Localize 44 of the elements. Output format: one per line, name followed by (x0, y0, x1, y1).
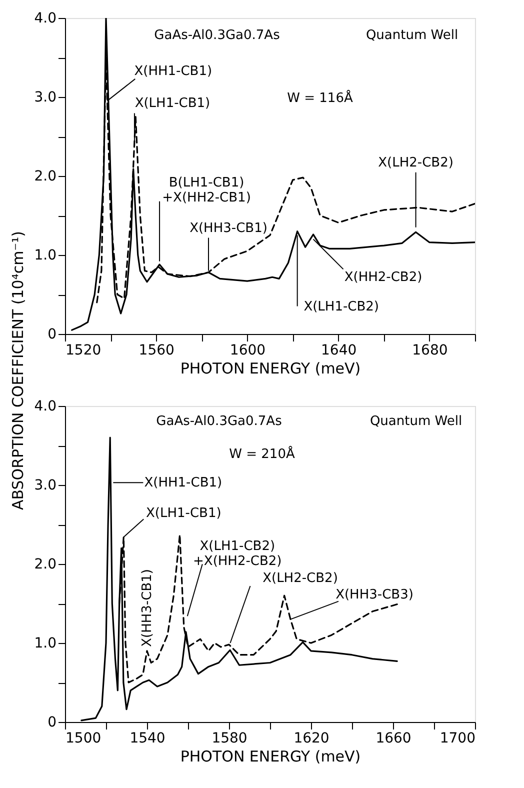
annotation: X(LH1-CB2) (304, 299, 379, 314)
x-axis-title: PHOTON ENERGY (meV) (180, 748, 361, 766)
annotation: GaAs-Al0.3Ga0.7As (154, 28, 280, 43)
annotation: X(LH2-CB2) (378, 155, 454, 170)
y-tick-label: 0 (48, 714, 56, 730)
annotation: GaAs-Al0.3Ga0.7As (156, 414, 282, 429)
annotation: B(LH1-CB1) +X(HH2-CB1) (162, 175, 251, 206)
x-axis-title: PHOTON ENERGY (meV) (180, 360, 361, 378)
annotation: X(LH1-CB1) (134, 96, 210, 112)
x-tick-label: 1500 (66, 730, 102, 746)
y-tick-label: 4.0 (34, 10, 56, 26)
annotation: X(HH3-CB1) (140, 569, 155, 647)
x-tick-label: 1660 (376, 730, 412, 746)
y-axis-title: ABSORPTION COEFFICIENT (10⁴cm⁻¹) (9, 230, 28, 510)
x-tick-label: 1560 (138, 342, 174, 358)
annotation: X(LH2-CB2) (262, 571, 338, 586)
y-tick-label: 0 (48, 326, 56, 342)
annotation: W = 116Å (287, 89, 353, 106)
y-tick-label: 1.0 (34, 248, 56, 264)
x-tick-label: 1520 (66, 342, 102, 358)
x-tick-label: 1700 (440, 730, 476, 746)
annotation: Quantum Well (370, 414, 462, 429)
annotation: X(LH1-CB1) (146, 506, 222, 522)
annotation: X(HH2-CB2) (344, 270, 422, 286)
annotation: Quantum Well (366, 28, 458, 43)
x-tick-label: 1620 (294, 730, 330, 746)
y-tick-label: 3.0 (34, 90, 56, 106)
x-tick-label: 1600 (230, 342, 266, 358)
x-tick-label: 1580 (212, 730, 248, 746)
annotation: X(HH1-CB1) (134, 64, 212, 79)
annotation: X(LH1-CB2) +X(HH2-CB2) (193, 539, 282, 570)
annotation: W = 210Å (229, 445, 295, 462)
annotation: X(HH3-CB3) (336, 587, 414, 602)
x-tick-label: 1540 (130, 730, 166, 746)
x-tick-label: 1640 (321, 342, 357, 358)
x-tick-label: 1680 (412, 342, 448, 358)
annotation: X(HH1-CB1) (144, 476, 222, 491)
y-tick-label: 1.0 (34, 636, 56, 652)
annotation: X(HH3-CB1) (190, 220, 268, 236)
y-tick-label: 2.0 (34, 556, 56, 572)
line-series (71, 18, 475, 331)
y-tick-label: 2.0 (34, 168, 56, 184)
y-tick-label: 3.0 (34, 478, 56, 494)
y-tick-label: 4.0 (34, 398, 56, 414)
